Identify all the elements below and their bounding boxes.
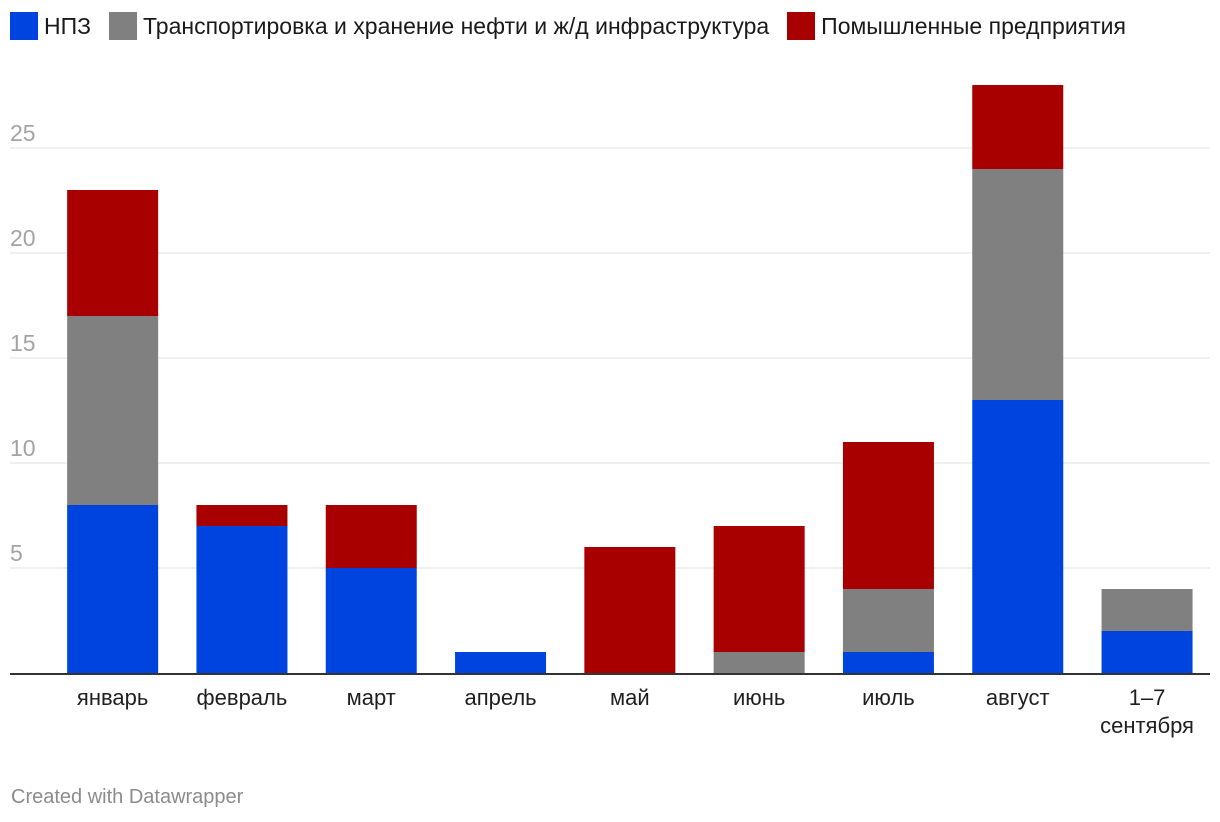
x-tick-label-2: март — [347, 685, 396, 710]
bar-3-0 — [455, 652, 547, 673]
bar-8-1 — [1101, 589, 1193, 631]
legend-item-industry: Помышленные предприятия — [787, 12, 1126, 40]
datawrapper-credit: Created with Datawrapper — [11, 786, 244, 808]
y-tick-label-0: 5 — [10, 540, 23, 566]
legend-swatch-industry — [787, 12, 816, 40]
chart-legend: НПЗ Транспортировка и хранение нефти и ж… — [10, 12, 1126, 40]
bar-7-1 — [972, 169, 1064, 400]
bar-1-0 — [196, 526, 288, 673]
bar-4-2 — [584, 547, 676, 673]
y-tick-label-4: 25 — [10, 120, 36, 146]
x-tick-label-3: апрель — [464, 685, 536, 710]
x-tick-label-line-1: 1–7 — [1129, 685, 1166, 710]
bar-2-2 — [325, 505, 417, 568]
bar-6-2 — [842, 442, 934, 589]
bar-0-2 — [67, 190, 159, 316]
legend-label-industry: Помышленные предприятия — [821, 12, 1126, 39]
bar-6-1 — [842, 589, 934, 652]
y-tick-label-1: 10 — [10, 435, 36, 461]
bar-5-2 — [713, 526, 805, 652]
legend-swatch-npz — [10, 12, 38, 40]
bar-6-0 — [842, 652, 934, 673]
x-tick-label-1: февраль — [197, 685, 288, 710]
x-tick-label-7: август — [986, 685, 1050, 710]
x-tick-label-8: 1–7 сентября — [1100, 685, 1194, 738]
legend-label-transport: Транспортировка и хранение нефти и ж/д и… — [143, 12, 770, 39]
bar-0-1 — [67, 316, 159, 505]
bar-1-2 — [196, 505, 288, 526]
y-tick-label-3: 20 — [10, 225, 36, 251]
legend-label-npz: НПЗ — [44, 12, 92, 39]
legend-swatch-transport — [109, 12, 138, 40]
legend-item-npz: НПЗ — [10, 12, 91, 40]
bar-7-0 — [972, 400, 1064, 673]
bar-0-0 — [67, 505, 159, 673]
x-tick-label-0: январь — [77, 685, 148, 710]
x-tick-label-5: июнь — [733, 685, 785, 710]
bar-7-2 — [972, 85, 1064, 169]
x-tick-label-4: май — [610, 685, 650, 710]
legend-item-transport: Транспортировка и хранение нефти и ж/д и… — [109, 12, 769, 40]
bar-5-1 — [713, 652, 805, 673]
bar-8-0 — [1101, 631, 1193, 673]
y-tick-label-2: 15 — [10, 330, 36, 356]
x-tick-label-6: июль — [862, 685, 915, 710]
x-tick-label-line-2: сентября — [1100, 713, 1194, 738]
bar-2-0 — [325, 568, 417, 673]
